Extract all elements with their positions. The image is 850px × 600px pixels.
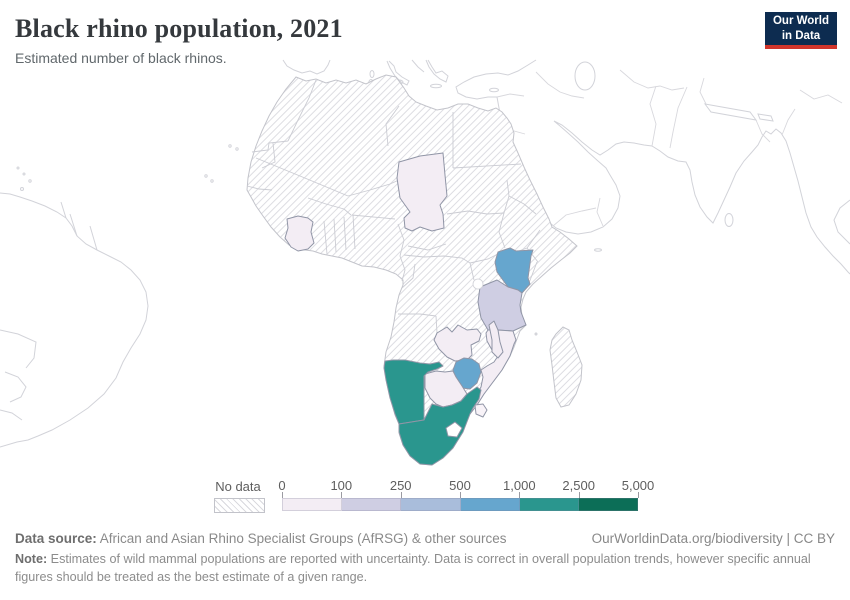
legend-tick-100: 100 xyxy=(330,478,353,493)
page-title: Black rhino population, 2021 xyxy=(15,14,343,43)
comoros-island xyxy=(534,332,538,336)
country-cote-divoire[interactable] xyxy=(284,215,315,252)
note-line: Note: Estimates of wild mammal populatio… xyxy=(15,551,827,587)
note-text: Estimates of wild mammal populations are… xyxy=(15,552,811,584)
tick-mark xyxy=(460,492,461,498)
tick-mark xyxy=(400,492,402,498)
country-malawi[interactable] xyxy=(488,320,504,359)
legend-color-bar xyxy=(282,498,639,511)
owid-logo-line2: in Data xyxy=(781,29,821,42)
chart-subtitle: Estimated number of black rhinos. xyxy=(15,50,227,66)
owid-logo-line1: Our World xyxy=(772,15,829,28)
no-data-hatch-swatch[interactable] xyxy=(214,498,265,513)
owid-logo[interactable]: Our World in Data xyxy=(765,12,837,49)
lake-victoria xyxy=(472,278,484,290)
data-source-label: Data source: xyxy=(15,531,97,546)
chart-footer: Data source: African and Asian Rhino Spe… xyxy=(15,531,835,587)
owid-link[interactable]: OurWorldinData.org/biodiversity | CC BY xyxy=(591,531,835,546)
legend-tick-5000: 5,000 xyxy=(621,478,655,493)
world-map xyxy=(0,59,850,466)
tick-mark xyxy=(638,492,639,498)
tick-mark xyxy=(341,492,343,498)
tick-mark xyxy=(519,492,521,498)
no-data-label: No data xyxy=(215,479,261,494)
other-continents-borders xyxy=(496,69,843,227)
legend-tick-250: 250 xyxy=(389,478,412,493)
country-eswatini[interactable] xyxy=(474,403,488,418)
legend-tick-1000: 1,000 xyxy=(503,478,536,493)
legend-tick-0: 0 xyxy=(278,478,286,493)
country-chad[interactable] xyxy=(396,152,448,232)
legend-segment-250-500[interactable] xyxy=(401,498,461,511)
madagascar-no-data[interactable] xyxy=(549,326,583,408)
country-namibia[interactable] xyxy=(383,359,444,425)
tick-mark xyxy=(578,492,580,498)
legend-segment-100-250[interactable] xyxy=(342,498,402,511)
map-legend: No data 0 100 250 500 1,000 2,500 5,000 xyxy=(0,478,850,518)
country-south-africa[interactable] xyxy=(398,386,482,466)
legend-tick-500: 500 xyxy=(449,478,471,493)
data-source-line: Data source: African and Asian Rhino Spe… xyxy=(15,531,506,546)
country-zambia[interactable] xyxy=(433,324,482,362)
legend-segment-2500-5000[interactable] xyxy=(578,498,639,511)
data-source-text: African and Asian Rhino Specialist Group… xyxy=(96,531,507,546)
country-kenya[interactable] xyxy=(494,247,534,294)
country-tanzania[interactable] xyxy=(477,279,527,332)
africa-internal-borders xyxy=(246,79,541,334)
tick-mark xyxy=(282,492,283,498)
note-label: Note: xyxy=(15,552,48,566)
legend-tick-2500: 2,500 xyxy=(562,478,595,493)
country-lesotho[interactable] xyxy=(445,421,463,438)
legend-segment-0-100[interactable] xyxy=(282,498,343,511)
legend-segment-1000-2500[interactable] xyxy=(519,498,579,511)
legend-segment-500-1000[interactable] xyxy=(460,498,520,511)
